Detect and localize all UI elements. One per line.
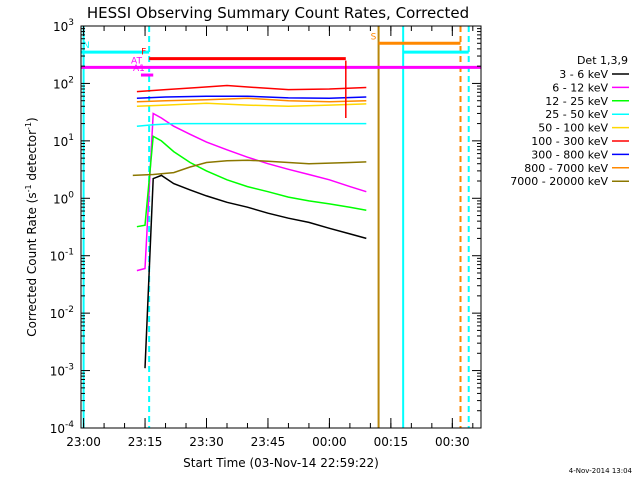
flag-label-f: F [141, 48, 146, 58]
series-line-0 [144, 174, 367, 369]
legend-label: 12 - 25 keV [545, 95, 608, 108]
series-line-1 [136, 112, 367, 272]
series-line-7 [136, 97, 367, 103]
y-axis-label-part2: detector [25, 130, 39, 185]
y-axis-label-sup2: -1 [24, 122, 33, 130]
series-lines [132, 60, 367, 369]
legend-label: 7000 - 20000 keV [510, 175, 608, 188]
legend-label: 800 - 7000 keV [524, 162, 608, 175]
flag-label-n: N [83, 41, 90, 51]
x-tick-label: 23:15 [128, 435, 163, 449]
legend-label: 100 - 300 keV [531, 135, 608, 148]
x-tick-label: 23:30 [189, 435, 224, 449]
y-axis-label-part1: Corrected Count Rate (s [25, 192, 39, 336]
legend-label: 50 - 100 keV [538, 122, 608, 135]
x-tick-label: 00:30 [435, 435, 470, 449]
series-line-8 [132, 159, 367, 177]
series-line-3 [136, 122, 367, 127]
y-tick-label: 10-2 [50, 305, 74, 321]
y-tick-label: 10-3 [50, 363, 74, 379]
series-line-5 [136, 84, 367, 93]
x-tick-label: 23:45 [251, 435, 286, 449]
series-line-2 [136, 135, 367, 228]
y-tick-label: 103 [53, 18, 74, 34]
y-axis-label-part3: ) [25, 117, 39, 122]
y-axis-label: Corrected Count Rate (s-1 detector-1) [24, 117, 39, 336]
legend-label: 25 - 50 keV [545, 108, 608, 121]
y-tick-label: 10-4 [50, 420, 75, 436]
x-tick-label: 00:00 [312, 435, 347, 449]
legend-title: Det 1,3,9 [577, 54, 628, 67]
y-axis-ticks: 10-4 10-3 10-2 10-1 100 101 102 103 [50, 18, 481, 436]
plot-frame [80, 25, 482, 429]
chart-title: HESSI Observing Summary Count Rates, Cor… [87, 4, 469, 22]
x-tick-label: 00:15 [374, 435, 409, 449]
y-axis-label-sup1: -1 [24, 184, 33, 192]
date-stamp: 4-Nov-2014 13:04 [569, 467, 633, 475]
flag-label-s: S [371, 32, 377, 42]
y-tick-label: 10-1 [50, 248, 74, 264]
legend-label: 3 - 6 keV [559, 68, 608, 81]
y-tick-label: 102 [53, 75, 74, 91]
x-axis-ticks: 23:00 23:15 23:30 23:45 00:00 00:15 00:30 [66, 26, 474, 449]
y-tick-label: 101 [53, 133, 74, 149]
x-tick-label: 23:00 [66, 435, 101, 449]
flag-label-a1: A1 [133, 64, 145, 74]
flag-label-at: AT [131, 56, 142, 66]
legend-label: 300 - 800 keV [531, 148, 608, 161]
vertical-markers [82, 26, 470, 428]
series-line-6 [136, 95, 367, 100]
legend-label: 6 - 12 keV [552, 81, 608, 94]
series-line-4 [136, 102, 367, 108]
y-tick-label: 100 [53, 190, 74, 206]
x-axis-label: Start Time (03-Nov-14 22:59:22) [183, 456, 379, 470]
